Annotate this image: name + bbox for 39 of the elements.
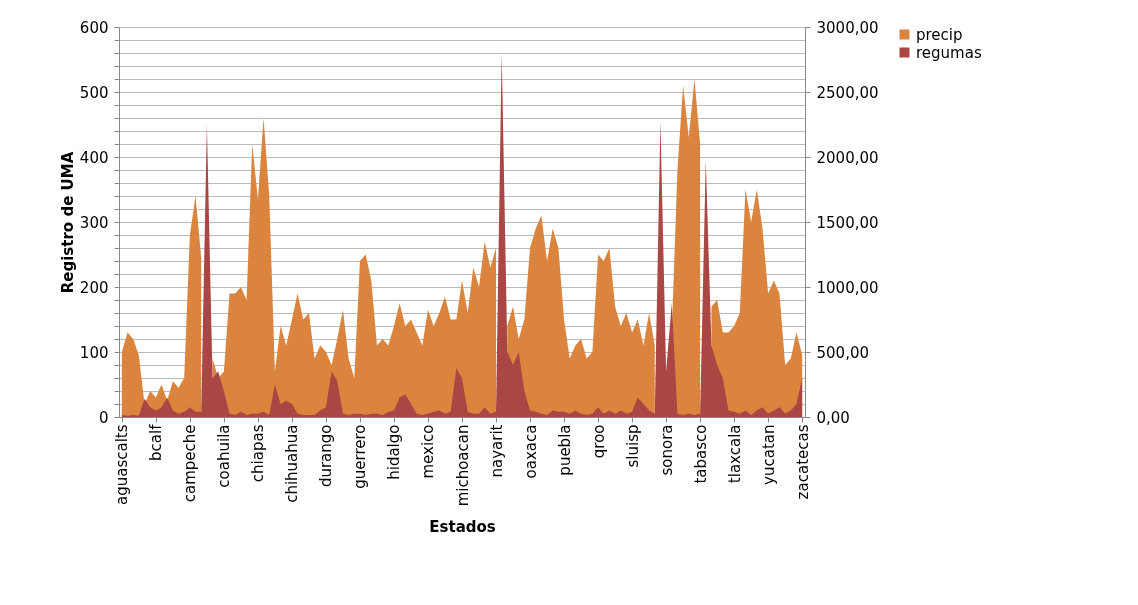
- x-tick-label: bcalf: [147, 423, 166, 461]
- y-tick-label: 500: [79, 83, 109, 102]
- y2-tick-label: 0,00: [816, 408, 850, 427]
- x-tick-label: guerrero: [351, 424, 370, 489]
- x-tick-label: chihuahua: [283, 424, 302, 503]
- y-tick-label: 0: [98, 408, 109, 427]
- y2-tick-label: 1500,00: [816, 213, 879, 232]
- x-tick-label: tlaxcala: [725, 424, 744, 484]
- y-axis-title: Registro de UMA: [58, 151, 77, 294]
- y-tick-label: 200: [79, 278, 109, 297]
- x-tick-label: michoacan: [453, 424, 472, 507]
- x-tick-label: hidalgo: [385, 424, 404, 480]
- y2-tick-label: 2000,00: [816, 148, 879, 167]
- x-tick-label: coahuila: [215, 424, 234, 488]
- y-tick-label: 400: [79, 148, 109, 167]
- x-tick-label: oaxaca: [521, 424, 540, 479]
- x-axis-title: Estados: [429, 518, 496, 537]
- legend-label: precip: [916, 25, 963, 44]
- x-tick-label: yucatan: [759, 424, 778, 485]
- x-tick-label: campeche: [181, 424, 200, 503]
- x-tick-label: sonora: [657, 424, 676, 476]
- y-tick-label: 100: [79, 343, 109, 362]
- legend-label: regumas: [916, 43, 982, 62]
- x-tick-label: puebla: [555, 424, 574, 476]
- y-tick-label: 600: [79, 18, 109, 37]
- x-tick-label: qroo: [589, 424, 608, 459]
- x-tick-label: tabasco: [691, 424, 710, 484]
- y2-tick-label: 500,00: [816, 343, 869, 362]
- y-tick-label: 300: [79, 213, 109, 232]
- y2-tick-label: 3000,00: [816, 18, 879, 37]
- x-tick-label: chiapas: [249, 424, 268, 483]
- x-tick-label: nayarit: [487, 424, 506, 478]
- x-tick-label: sluisp: [623, 424, 642, 468]
- y2-tick-label: 2500,00: [816, 83, 879, 102]
- x-tick-label: zacatecas: [793, 424, 812, 500]
- x-tick-label: aguascalts: [113, 424, 132, 506]
- x-tick-label: durango: [317, 424, 336, 488]
- y2-tick-label: 1000,00: [816, 278, 879, 297]
- x-tick-label: mexico: [419, 424, 438, 479]
